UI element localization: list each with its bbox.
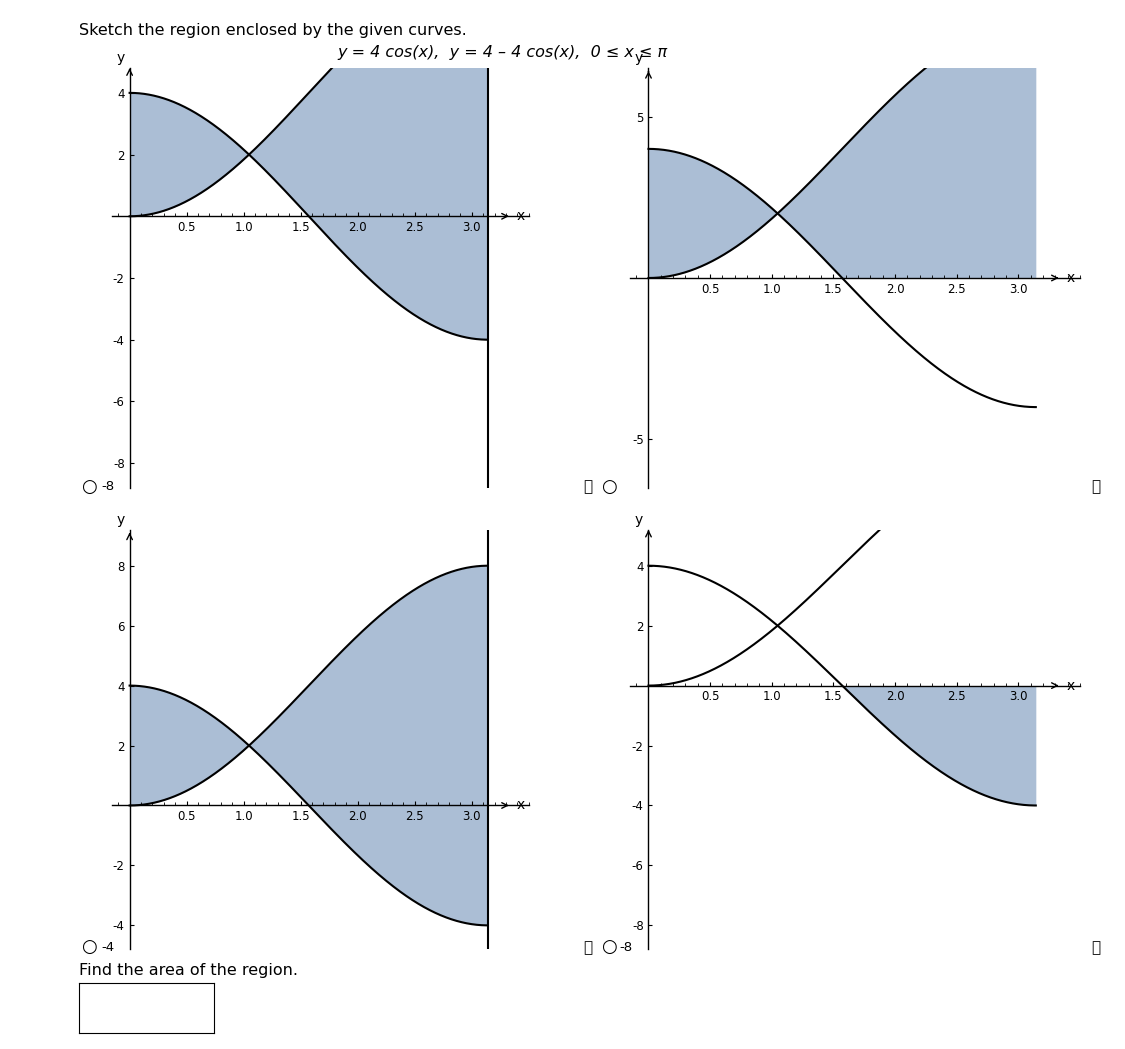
Text: ○: ○ bbox=[81, 477, 97, 496]
Text: x: x bbox=[1066, 271, 1074, 285]
Text: x: x bbox=[516, 798, 524, 813]
Text: ⓘ: ⓘ bbox=[1091, 940, 1100, 955]
Text: -4: -4 bbox=[101, 941, 115, 954]
Text: -8: -8 bbox=[101, 480, 115, 493]
Text: ⓘ: ⓘ bbox=[583, 940, 592, 955]
Text: ○: ○ bbox=[601, 938, 616, 957]
Text: y: y bbox=[634, 513, 642, 527]
Text: y = 4 cos(x),  y = 4 – 4 cos(x),  0 ≤ x ≤ π: y = 4 cos(x), y = 4 – 4 cos(x), 0 ≤ x ≤ … bbox=[338, 45, 667, 60]
Text: -8: -8 bbox=[620, 941, 633, 954]
Text: ○: ○ bbox=[601, 477, 616, 496]
Text: ⓘ: ⓘ bbox=[1091, 479, 1100, 494]
Text: y: y bbox=[116, 51, 125, 65]
Text: Sketch the region enclosed by the given curves.: Sketch the region enclosed by the given … bbox=[79, 23, 467, 38]
Text: y: y bbox=[634, 51, 642, 65]
Text: ○: ○ bbox=[81, 938, 97, 957]
Text: Find the area of the region.: Find the area of the region. bbox=[79, 963, 298, 978]
Text: x: x bbox=[516, 210, 524, 223]
Text: y: y bbox=[116, 513, 125, 527]
Text: ⓘ: ⓘ bbox=[583, 479, 592, 494]
Text: x: x bbox=[1066, 679, 1074, 692]
